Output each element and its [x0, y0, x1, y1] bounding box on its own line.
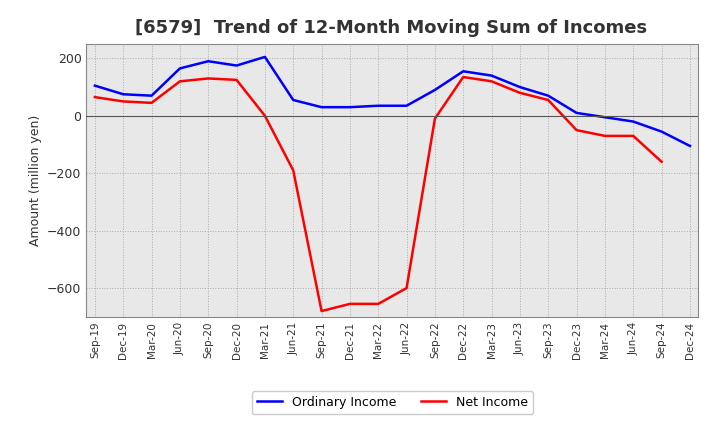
Legend: Ordinary Income, Net Income: Ordinary Income, Net Income	[252, 391, 533, 414]
Net Income	[431, 116, 439, 121]
Net Income	[487, 79, 496, 84]
Net Income	[233, 77, 241, 83]
Net Income	[91, 95, 99, 100]
Net Income	[374, 301, 382, 307]
Net Income	[516, 90, 524, 95]
Net Income	[261, 113, 269, 118]
Ordinary Income	[544, 93, 552, 98]
Ordinary Income	[261, 54, 269, 59]
Net Income	[176, 79, 184, 84]
Ordinary Income	[91, 83, 99, 88]
Ordinary Income	[374, 103, 382, 108]
Ordinary Income	[148, 93, 156, 98]
Net Income	[204, 76, 212, 81]
Net Income	[119, 99, 127, 104]
Net Income	[600, 133, 609, 139]
Ordinary Income	[657, 129, 666, 134]
Ordinary Income	[318, 105, 326, 110]
Ordinary Income	[204, 59, 212, 64]
Ordinary Income	[119, 92, 127, 97]
Text: [6579]  Trend of 12-Month Moving Sum of Incomes: [6579] Trend of 12-Month Moving Sum of I…	[135, 19, 647, 37]
Net Income	[459, 74, 467, 80]
Net Income	[657, 159, 666, 165]
Ordinary Income	[431, 87, 439, 92]
Line: Ordinary Income: Ordinary Income	[95, 57, 690, 146]
Ordinary Income	[402, 103, 411, 108]
Net Income	[148, 100, 156, 106]
Ordinary Income	[487, 73, 496, 78]
Ordinary Income	[685, 143, 694, 149]
Ordinary Income	[572, 110, 581, 116]
Net Income	[289, 168, 297, 173]
Net Income	[572, 128, 581, 133]
Ordinary Income	[176, 66, 184, 71]
Y-axis label: Amount (million yen): Amount (million yen)	[29, 115, 42, 246]
Net Income	[544, 97, 552, 103]
Net Income	[402, 286, 411, 291]
Ordinary Income	[346, 105, 354, 110]
Ordinary Income	[459, 69, 467, 74]
Ordinary Income	[629, 119, 637, 124]
Ordinary Income	[289, 97, 297, 103]
Net Income	[629, 133, 637, 139]
Net Income	[346, 301, 354, 307]
Ordinary Income	[600, 114, 609, 120]
Ordinary Income	[516, 84, 524, 90]
Net Income	[318, 308, 326, 314]
Ordinary Income	[233, 63, 241, 68]
Line: Net Income: Net Income	[95, 77, 662, 311]
